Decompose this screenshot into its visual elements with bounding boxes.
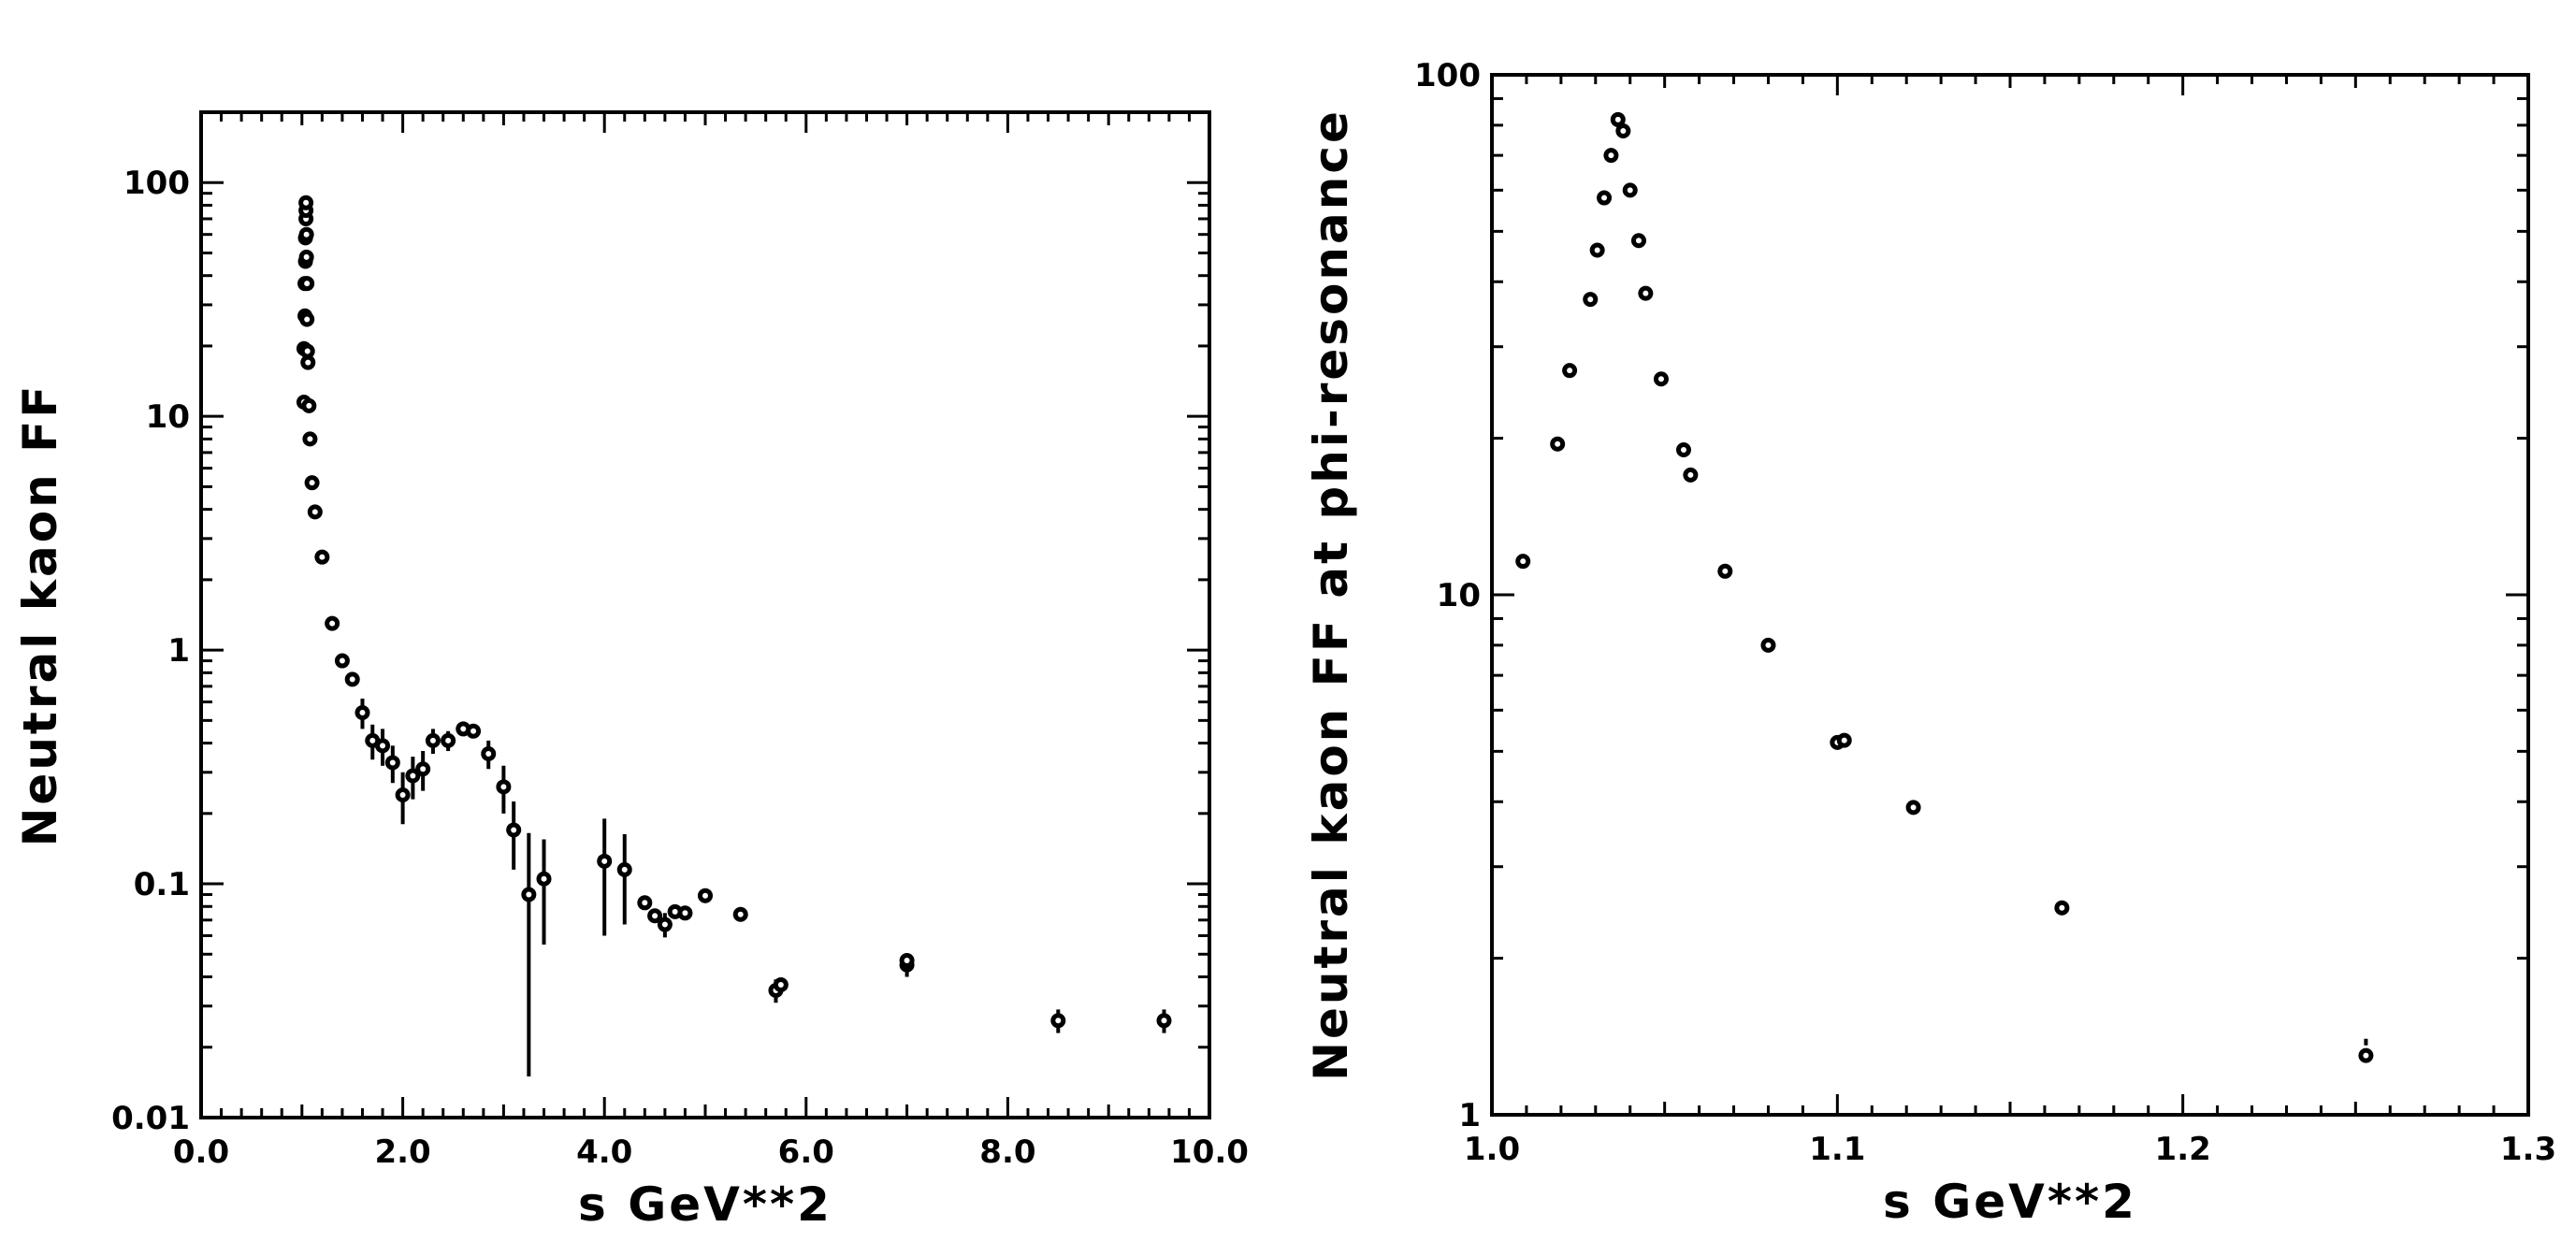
data-point-center xyxy=(303,253,310,260)
data-point-center xyxy=(511,827,517,833)
data-point-center xyxy=(429,737,436,743)
data-point-center xyxy=(304,348,311,354)
y-tick-label: 0.01 xyxy=(111,1100,190,1137)
data-point-center xyxy=(1614,116,1621,123)
data-point-center xyxy=(329,620,336,627)
data-point-center xyxy=(737,911,744,917)
data-point-center xyxy=(1657,376,1664,383)
data-point-center xyxy=(1520,558,1527,565)
y-tick-label: 100 xyxy=(123,165,190,202)
data-point-center xyxy=(485,751,492,758)
chart-2: 1.0 1.1 1.2 1.3 1 10 100 s GeV**2 Neutral kaon F… xyxy=(1304,57,2556,1229)
x-tick-label: 2.0 xyxy=(374,1133,430,1171)
y-tick-label: 0.1 xyxy=(134,866,190,903)
y-axis-label: Neutral kaon FF xyxy=(13,383,67,847)
data-point-center xyxy=(1161,1018,1167,1024)
x-tick-label: 4.0 xyxy=(576,1133,632,1171)
data-point-center xyxy=(526,891,532,898)
data-point-center xyxy=(2363,1052,2369,1059)
y-tick-label: 10 xyxy=(146,398,190,436)
data-point-center xyxy=(2059,904,2065,911)
data-point-center xyxy=(311,509,318,515)
data-point-center xyxy=(349,676,355,683)
y-tick-label: 1 xyxy=(167,632,190,670)
data-point-center xyxy=(1635,238,1642,244)
data-point-center xyxy=(672,908,678,915)
data-point-center xyxy=(541,875,547,882)
data-point-center xyxy=(682,910,688,917)
data-point-center xyxy=(1594,247,1600,253)
data-point-center xyxy=(470,728,477,734)
data-point-center xyxy=(1687,471,1694,478)
data-point-center xyxy=(904,958,910,964)
data-point-center xyxy=(460,726,467,732)
data-point-center xyxy=(319,554,326,560)
x-tick-label: 1.3 xyxy=(2500,1131,2556,1168)
data-point-center xyxy=(1608,152,1614,159)
data-point-center xyxy=(303,199,310,206)
data-point-center xyxy=(1643,290,1649,296)
data-point-center xyxy=(621,866,628,873)
plot-frame xyxy=(1490,73,2530,1117)
x-tick-label: 8.0 xyxy=(979,1133,1035,1171)
data-point-center xyxy=(305,359,311,366)
data-point-center xyxy=(309,480,315,486)
data-point-center xyxy=(1910,804,1917,811)
data-point-center xyxy=(339,657,345,664)
data-point-center xyxy=(389,759,396,766)
data-point-center xyxy=(1055,1018,1062,1024)
x-tick-label: 1.0 xyxy=(1464,1131,1520,1168)
data-point-center xyxy=(1587,296,1594,303)
data-point-center xyxy=(1765,642,1772,648)
data-point-center xyxy=(307,436,313,442)
data-point-center xyxy=(652,913,658,919)
x-tick-label: 1.1 xyxy=(1809,1131,1865,1168)
data-point-center xyxy=(777,981,784,988)
x-tick-label: 0.0 xyxy=(173,1133,229,1171)
y-axis-label: Neutral kaon FF at phi-resonance xyxy=(1304,108,1358,1081)
y-tick-label: 10 xyxy=(1437,577,1481,614)
data-point-center xyxy=(642,900,648,906)
data-point-center xyxy=(304,316,311,323)
data-point-center xyxy=(445,737,452,743)
data-point-center xyxy=(601,858,608,864)
y-tick-label: 100 xyxy=(1414,57,1481,94)
x-tick-label: 1.2 xyxy=(2155,1131,2211,1168)
data-point-center xyxy=(380,743,386,749)
x-tick-label: 6.0 xyxy=(778,1133,834,1171)
data-point-center xyxy=(399,792,406,799)
data-point-center xyxy=(369,737,376,743)
data-point-center xyxy=(420,766,427,772)
y-tick-label: 1 xyxy=(1458,1097,1481,1134)
data-point-center xyxy=(1567,368,1573,374)
plot-frame xyxy=(199,110,1211,1119)
x-tick-label: 10.0 xyxy=(1170,1133,1249,1171)
data-point-center xyxy=(1722,568,1729,574)
data-point-center xyxy=(1680,447,1686,454)
data-point-center xyxy=(304,281,311,287)
data-point-center xyxy=(303,231,310,238)
chart-1: 0.0 2.0 4.0 6.0 8.0 10.0 0.01 0.1 1 10 100 s GeV**2… xyxy=(13,110,1249,1232)
data-point-center xyxy=(1601,195,1608,201)
x-axis-label: s GeV**2 xyxy=(578,1177,832,1232)
data-point-center xyxy=(1841,737,1847,743)
data-point-center xyxy=(500,784,507,790)
data-point-center xyxy=(1627,187,1633,194)
data-point-center xyxy=(702,892,708,899)
data-point-center xyxy=(1555,440,1561,447)
data-point-center xyxy=(410,772,416,779)
x-axis-label: s GeV**2 xyxy=(1883,1175,2137,1229)
data-point-center xyxy=(1620,127,1627,134)
data-point-center xyxy=(359,710,366,716)
data-point-center xyxy=(661,921,668,928)
data-point-center xyxy=(306,402,312,409)
